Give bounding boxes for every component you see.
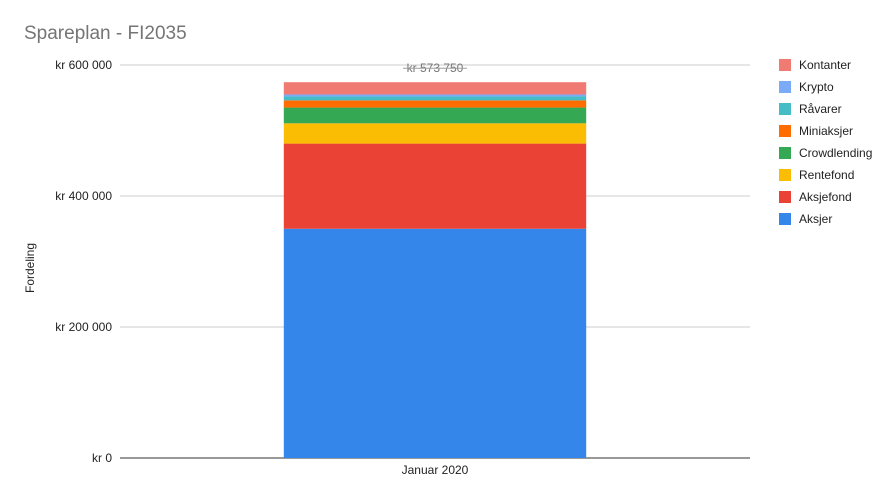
legend-label-aksjer: Aksjer (799, 212, 832, 226)
y-tick-label: kr 600 000 (55, 58, 112, 72)
bar-segment-aksjer (283, 228, 587, 458)
x-tick-label: Januar 2020 (402, 463, 469, 477)
legend-label-r-varer: Råvarer (799, 102, 842, 116)
y-tick-label: kr 200 000 (55, 320, 112, 334)
y-tick-label: kr 400 000 (55, 189, 112, 203)
y-tick-label: kr 0 (92, 451, 112, 465)
bar-segment-krypto (283, 94, 587, 97)
legend-swatch-aksjer (779, 213, 791, 225)
y-axis-ticks: kr 0 kr 200 000 kr 400 000 kr 600 000 (55, 58, 112, 465)
legend-swatch-crowdlending (779, 147, 791, 159)
bar-stack: kr 573 750 (283, 61, 587, 458)
legend: Kontanter Krypto Råvarer Miniaksjer Crowdlen… (779, 58, 872, 226)
legend-swatch-r-varer (779, 103, 791, 115)
bar-segment-miniaksjer (283, 100, 587, 108)
bar-segment-kontanter (283, 82, 587, 95)
legend-label-miniaksjer: Miniaksjer (799, 124, 853, 138)
chart-title: Spareplan - FI2035 (24, 23, 187, 44)
legend-label-krypto: Krypto (799, 80, 834, 94)
legend-label-rentefond: Rentefond (799, 168, 854, 182)
legend-label-aksjefond: Aksjefond (799, 190, 852, 204)
bar-segment-r-varer (283, 96, 587, 101)
y-axis-label: Fordeling (23, 243, 37, 293)
legend-swatch-krypto (779, 81, 791, 93)
legend-swatch-aksjefond (779, 191, 791, 203)
bar-segment-crowdlending (283, 107, 587, 124)
legend-swatch-miniaksjer (779, 125, 791, 137)
legend-label-kontanter: Kontanter (799, 58, 851, 72)
legend-swatch-kontanter (779, 59, 791, 71)
bar-segment-aksjefond (283, 143, 587, 229)
legend-label-crowdlending: Crowdlending (799, 146, 872, 160)
bar-segment-rentefond (283, 123, 587, 144)
x-axis-ticks: Januar 2020 (402, 463, 469, 477)
legend-swatch-rentefond (779, 169, 791, 181)
